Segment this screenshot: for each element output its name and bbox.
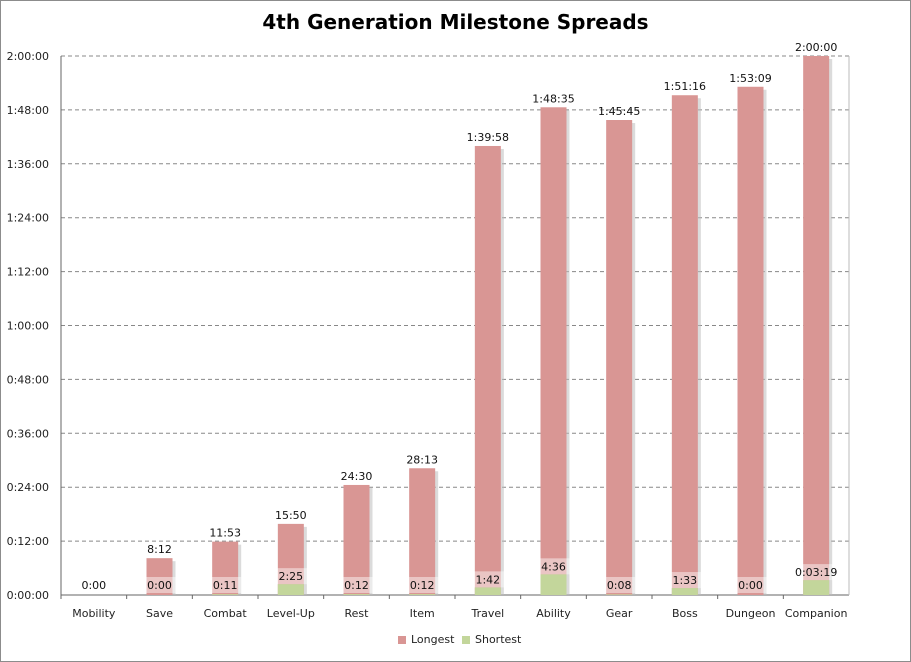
y-tick-label: 0:36:00 (7, 427, 49, 440)
bar-longest (409, 468, 436, 595)
data-label-shortest: 0:08 (607, 579, 632, 592)
legend-swatch-shortest (462, 635, 470, 644)
bar-longest (343, 484, 370, 595)
y-tick-label: 1:48:00 (7, 104, 49, 117)
legend-label-shortest: Shortest (475, 633, 522, 646)
y-tick-label: 1:12:00 (7, 266, 49, 279)
data-label-shortest: 0:11 (213, 579, 238, 592)
bar-shortest (540, 574, 567, 595)
chart-title: 4th Generation Milestone Spreads (262, 10, 649, 34)
x-tick-label: Item (410, 607, 435, 620)
data-label-longest: 0:00 (81, 579, 106, 592)
data-label-shortest: 2:25 (278, 570, 303, 583)
data-label-bg (143, 577, 176, 593)
data-label-longest: 28:13 (406, 453, 438, 466)
x-tick-label: Dungeon (726, 607, 776, 620)
data-label-longest: 24:30 (341, 470, 373, 483)
data-label-bg (790, 564, 843, 581)
x-tick-label: Gear (606, 607, 633, 620)
data-label-shortest: 0:03:19 (795, 566, 837, 579)
bar-longest (737, 86, 764, 595)
bar-shortest (671, 588, 698, 595)
x-tick-label: Save (146, 607, 173, 620)
y-tick-label: 0:12:00 (7, 535, 49, 548)
data-label-bg (668, 572, 702, 589)
y-tick-label: 1:36:00 (7, 158, 49, 171)
data-label-longest: 1:39:58 (467, 131, 509, 144)
data-label-bg (274, 568, 308, 585)
data-label-bg (602, 577, 636, 593)
x-tick-label: Mobility (72, 607, 116, 620)
legend-item-shortest: Shortest (462, 633, 521, 646)
data-label-shortest: 1:33 (672, 574, 697, 587)
bar-shortest (343, 594, 370, 595)
data-label-longest: 1:51:16 (664, 80, 706, 93)
data-label-bg (471, 571, 505, 588)
data-label-bg (537, 558, 570, 575)
bar-longest (277, 523, 304, 595)
bar-longest (474, 145, 501, 595)
bar-shortest (606, 594, 633, 595)
data-label-shortest: 0:12 (410, 579, 435, 592)
y-tick-label: 0:00:00 (7, 589, 49, 602)
x-tick-label: Level-Up (267, 607, 315, 620)
bar-longest (146, 558, 173, 595)
bar-shortest (474, 587, 501, 595)
data-label-bg (340, 577, 373, 593)
data-label-shortest: 0:00 (147, 579, 172, 592)
bar-longest (540, 107, 567, 596)
x-tick-label: Combat (204, 607, 248, 620)
bar-longest (212, 541, 239, 595)
data-label-shortest: 0:12 (344, 579, 369, 592)
data-label-longest: 2:00:00 (795, 41, 837, 54)
data-label-bg (405, 577, 439, 593)
x-tick-label: Travel (470, 607, 504, 620)
y-tick-label: 1:24:00 (7, 212, 49, 225)
y-tick-label: 0:24:00 (7, 481, 49, 494)
bar-longest (671, 95, 698, 595)
data-label-longest: 1:53:09 (729, 72, 771, 85)
data-label-longest: 11:53 (209, 527, 241, 540)
legend-swatch-longest (398, 635, 406, 644)
legend-item-longest: Longest (398, 633, 454, 646)
data-label-shortest: 0:00 (738, 579, 763, 592)
data-label-longest: 1:48:35 (532, 92, 574, 105)
x-tick-label: Companion (785, 607, 848, 620)
bar-longest (606, 120, 633, 595)
x-tick-label: Rest (345, 607, 370, 620)
data-label-bg (208, 577, 242, 593)
data-label-longest: 15:50 (275, 509, 307, 522)
bar-longest (803, 56, 830, 595)
data-label-shortest: 4:36 (541, 560, 566, 573)
y-tick-label: 0:48:00 (7, 373, 49, 386)
y-tick-label: 2:00:00 (7, 50, 49, 63)
bar-shortest (212, 594, 239, 595)
x-tick-label: Boss (672, 607, 698, 620)
bar-shortest (803, 580, 830, 595)
data-label-longest: 8:12 (147, 543, 172, 556)
bar-shortest (277, 584, 304, 595)
data-label-longest: 1:45:45 (598, 105, 640, 118)
data-label-shortest: 1:42 (475, 573, 500, 586)
data-label-bg (734, 577, 767, 593)
legend-label-longest: Longest (411, 633, 455, 646)
x-tick-label: Ability (536, 607, 571, 620)
y-tick-label: 1:00:00 (7, 320, 49, 333)
bar-shortest (409, 594, 436, 595)
